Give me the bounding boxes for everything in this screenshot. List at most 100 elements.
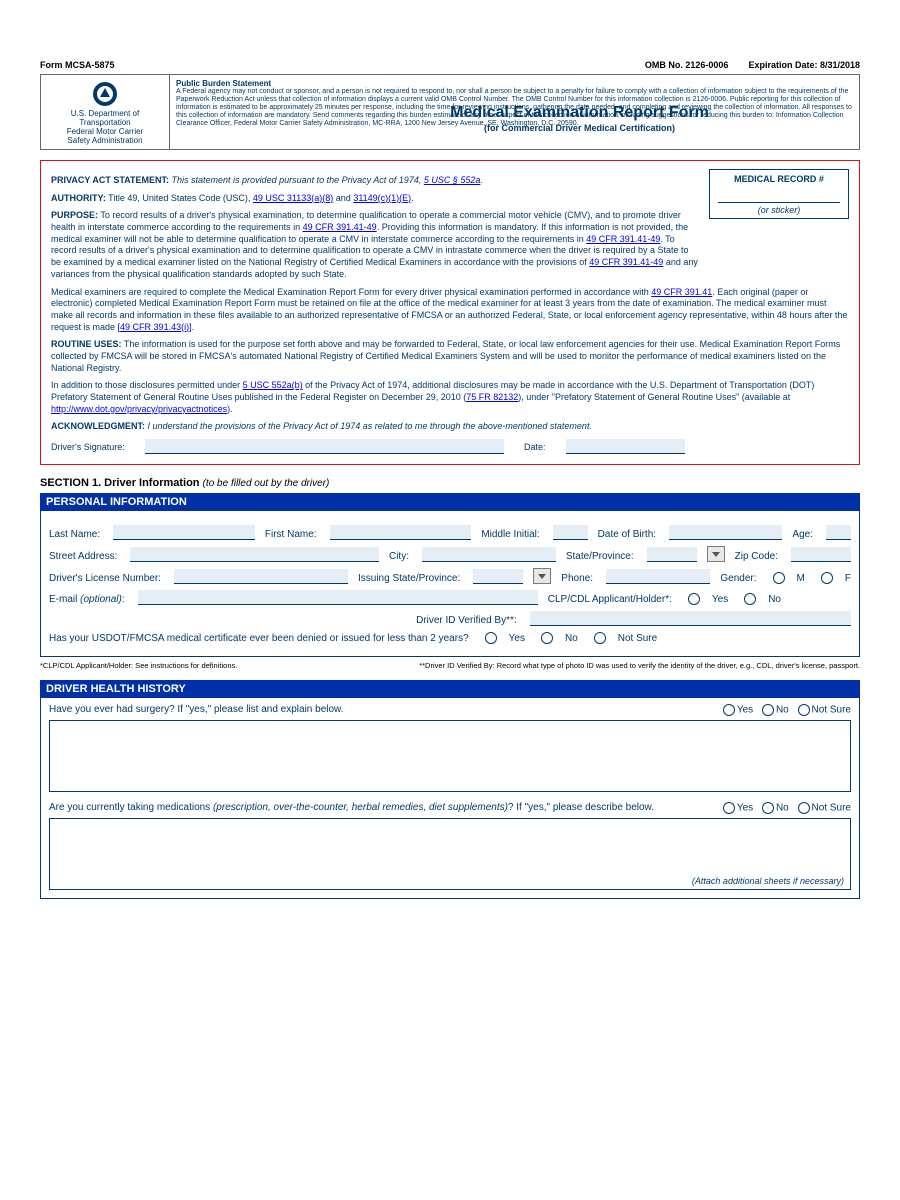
dob-field[interactable] (669, 525, 782, 540)
authority-label: AUTHORITY: (51, 193, 106, 203)
personal-info-bar: PERSONAL INFORMATION (40, 493, 860, 511)
clp-no: No (768, 594, 781, 605)
surgery-no: No (776, 705, 789, 716)
email-optional: (optional) (80, 594, 122, 605)
meds-notsure: Not Sure (812, 803, 851, 814)
verified-label: Driver ID Verified By**: (416, 615, 517, 626)
addl-text3: ), under "Prefatory Statement of General… (518, 392, 790, 402)
top-header: Form MCSA-5875 OMB No. 2126-0006 Expirat… (40, 60, 860, 70)
street-label: Street Address: (49, 551, 117, 562)
age-field[interactable] (826, 525, 851, 540)
privacy-heading-label: PRIVACY ACT STATEMENT: (51, 175, 169, 185)
medications-question: Are you currently taking medications (pr… (49, 802, 654, 813)
state-field[interactable] (647, 547, 697, 562)
denied-no-radio[interactable] (541, 632, 553, 644)
authority-text: Title 49, United States Code (USC), (108, 193, 253, 203)
retain-link2[interactable]: [49 CFR 391.43(i)] (118, 322, 192, 332)
date-field[interactable] (566, 439, 686, 454)
surgery-notsure-radio[interactable] (798, 704, 810, 716)
surgery-no-radio[interactable] (762, 704, 774, 716)
routine-label: ROUTINE USES: (51, 339, 122, 349)
burden-title: Public Burden Statement (176, 79, 853, 88)
retain-link1[interactable]: 49 CFR 391.41 (651, 287, 712, 297)
section1-note: (to be filled out by the driver) (203, 478, 330, 489)
addl-text1: In addition to those disclosures permitt… (51, 380, 243, 390)
authority-and: and (333, 193, 353, 203)
gender-label: Gender: (720, 573, 756, 584)
medical-record-box: MEDICAL RECORD # (or sticker) (709, 169, 849, 219)
privacy-heading-link[interactable]: 5 USC § 552a (424, 175, 481, 185)
agency-block: U.S. Department of Transportation Federa… (41, 75, 170, 149)
phone-label: Phone: (561, 573, 593, 584)
privacy-heading-text: This statement is provided pursuant to t… (172, 175, 424, 185)
city-label: City: (389, 551, 409, 562)
city-field[interactable] (422, 547, 556, 562)
first-name-field[interactable] (330, 525, 472, 540)
issuing-field[interactable] (473, 569, 523, 584)
addl-link3[interactable]: http://www.dot.gov/privacy/privacyactnot… (51, 404, 227, 414)
zip-field[interactable] (791, 547, 851, 562)
denied-notsure-radio[interactable] (594, 632, 606, 644)
last-name-label: Last Name: (49, 529, 100, 540)
purpose-link3[interactable]: 49 CFR 391.41-49 (589, 257, 663, 267)
denied-question: Has your USDOT/FMCSA medical certificate… (49, 633, 469, 644)
dot-logo-icon (92, 81, 118, 107)
health-history-bar: DRIVER HEALTH HISTORY (40, 680, 860, 698)
date-label: Date: (524, 442, 546, 454)
surgery-textarea[interactable] (49, 720, 851, 792)
gender-f-radio[interactable] (821, 572, 833, 584)
clp-yes: Yes (712, 594, 728, 605)
gender-m-radio[interactable] (773, 572, 785, 584)
medical-record-field[interactable] (718, 188, 840, 203)
addl-link2[interactable]: 75 FR 82132 (466, 392, 518, 402)
phone-field[interactable] (606, 569, 710, 584)
expiration-date: Expiration Date: 8/31/2018 (748, 60, 860, 70)
dln-field[interactable] (174, 569, 348, 584)
meds-notsure-radio[interactable] (798, 802, 810, 814)
purpose-link2[interactable]: 49 CFR 391.41-49 (586, 234, 660, 244)
addl-link1[interactable]: 5 USC 552a(b) (243, 380, 303, 390)
street-field[interactable] (130, 547, 379, 562)
age-label: Age: (792, 529, 813, 540)
ack-label: ACKNOWLEDGMENT: (51, 421, 145, 431)
medications-textarea[interactable]: (Attach additional sheets if necessary) (49, 818, 851, 890)
first-name-label: First Name: (265, 529, 317, 540)
clp-no-radio[interactable] (744, 593, 756, 605)
email-field[interactable] (138, 590, 538, 605)
purpose-label: PURPOSE: (51, 210, 98, 220)
meds-no-radio[interactable] (762, 802, 774, 814)
state-label: State/Province: (566, 551, 634, 562)
middle-label: Middle Initial: (481, 529, 539, 540)
middle-field[interactable] (553, 525, 588, 540)
issuing-dropdown[interactable] (533, 568, 551, 584)
purpose-link1[interactable]: 49 CFR 391.41-49 (303, 222, 377, 232)
meds-yes-radio[interactable] (723, 802, 735, 814)
footnote-row: *CLP/CDL Applicant/Holder: See instructi… (40, 661, 860, 670)
email-label: E-mail (49, 594, 77, 605)
signature-field[interactable] (145, 439, 504, 454)
form-page: Form MCSA-5875 OMB No. 2126-0006 Expirat… (20, 40, 880, 939)
last-name-field[interactable] (113, 525, 255, 540)
signature-label: Driver's Signature: (51, 442, 125, 454)
surgery-yes-radio[interactable] (723, 704, 735, 716)
medical-record-title: MEDICAL RECORD # (714, 174, 844, 186)
agency-line1: U.S. Department of Transportation (45, 109, 165, 127)
ack-text: I understand the provisions of the Priva… (148, 421, 592, 431)
medical-record-sticker: (or sticker) (714, 205, 844, 217)
authority-link2[interactable]: 31149(c)(1)(E) (353, 193, 411, 203)
authority-link1[interactable]: 49 USC 31133(a)(8) (253, 193, 333, 203)
clp-yes-radio[interactable] (688, 593, 700, 605)
denied-yes-radio[interactable] (485, 632, 497, 644)
attach-note: (Attach additional sheets if necessary) (692, 876, 844, 886)
denied-notsure: Not Sure (618, 633, 657, 644)
denied-yes: Yes (509, 633, 525, 644)
issuing-label: Issuing State/Province: (358, 573, 460, 584)
verified-field[interactable] (530, 611, 851, 626)
state-dropdown[interactable] (707, 546, 725, 562)
section1-title: SECTION 1. Driver Information (40, 477, 200, 489)
footnote-right: **Driver ID Verified By: Record what typ… (419, 661, 860, 670)
retain-text1: Medical examiners are required to comple… (51, 287, 651, 297)
personal-info-section: Last Name: First Name: Middle Initial: D… (40, 511, 860, 657)
section1-heading: SECTION 1. Driver Information (to be fil… (40, 477, 860, 489)
dln-label: Driver's License Number: (49, 573, 161, 584)
